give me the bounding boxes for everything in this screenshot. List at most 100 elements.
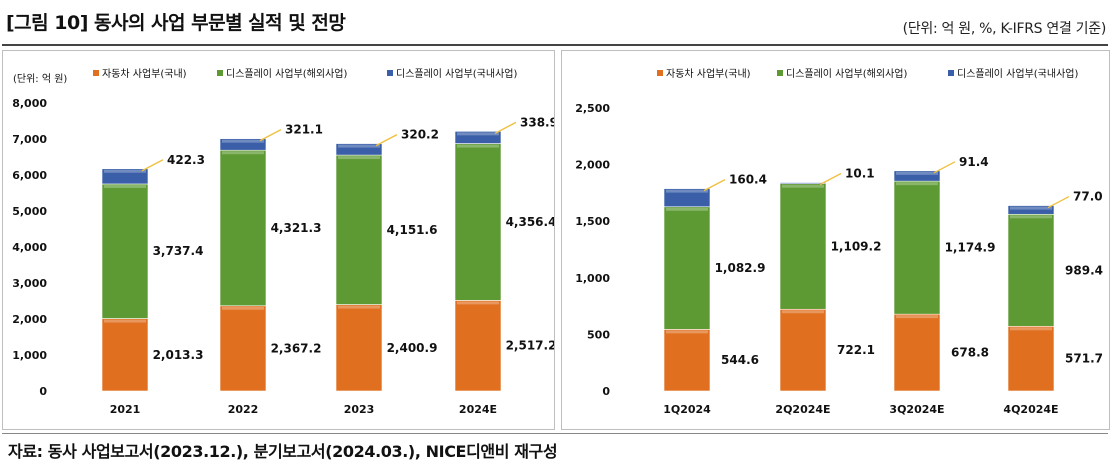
legend-label-0: 자동차 사업부(국내) <box>666 67 751 80</box>
bar-segment-1 <box>219 149 267 307</box>
data-label-top: 10.1 <box>845 167 875 181</box>
bar-segment-0 <box>454 300 502 392</box>
unit-note: (단위: 억 원, %, K-IFRS 연결 기준) <box>902 21 1107 37</box>
bar-highlight <box>222 151 264 155</box>
data-label: 2,517.2 <box>506 339 554 353</box>
bar-highlight <box>457 144 499 148</box>
bar-segment-2 <box>101 168 149 185</box>
leader-line <box>141 159 164 172</box>
bar-highlight <box>896 315 938 319</box>
footer-divider <box>2 433 1108 434</box>
bar-segment-2 <box>219 138 267 151</box>
legend-swatch-2 <box>948 70 954 76</box>
unit-label: (단위: 억 원) <box>13 72 67 85</box>
y-tick-label: 7,000 <box>12 133 47 146</box>
data-label-top: 321.1 <box>285 123 323 137</box>
legend-label-1: 디스플레이 사업부(해외사업) <box>226 67 347 80</box>
bar-segment-0 <box>779 308 827 392</box>
bar-segment-0 <box>219 305 267 392</box>
bar-highlight <box>338 305 380 309</box>
bar-segment-1 <box>1007 213 1055 327</box>
data-label: 1,109.2 <box>831 239 882 253</box>
legend-swatch-0 <box>657 70 663 76</box>
bar-highlight <box>666 330 708 334</box>
data-label: 4,321.3 <box>271 221 322 235</box>
y-tick-label: 1,500 <box>575 215 610 228</box>
title-divider <box>2 44 1108 46</box>
y-tick-label: 6,000 <box>12 169 47 182</box>
bar-segment-0 <box>663 329 711 392</box>
bar-segment-1 <box>335 154 383 305</box>
bar-segment-1 <box>893 180 941 315</box>
bar-segment-2 <box>454 131 502 144</box>
bar-segment-1 <box>101 183 149 319</box>
y-tick-label: 4,000 <box>12 241 47 254</box>
legend-swatch-0 <box>93 70 99 76</box>
x-tick-label: 2023 <box>344 403 375 416</box>
data-label: 2,400.9 <box>387 341 438 355</box>
bar-highlight <box>896 182 938 186</box>
data-label: 544.6 <box>721 353 759 367</box>
data-label-top: 160.4 <box>729 173 767 187</box>
data-label: 2,367.2 <box>271 341 322 355</box>
bar-highlight <box>104 169 146 173</box>
bar-segment-0 <box>335 304 383 392</box>
leader-line <box>819 172 842 186</box>
data-label-top: 422.3 <box>167 153 205 167</box>
x-tick-label: 2Q2024E <box>775 403 830 416</box>
bar-segment-1 <box>779 183 827 310</box>
bar-highlight <box>104 319 146 323</box>
leader-line <box>375 133 398 147</box>
data-label: 3,737.4 <box>153 244 204 258</box>
legend-swatch-1 <box>217 70 223 76</box>
legend-swatch-2 <box>387 70 393 76</box>
data-label: 2,013.3 <box>153 348 204 362</box>
bar-highlight <box>666 189 708 193</box>
leader-line <box>703 178 726 192</box>
bar-highlight <box>1010 327 1052 331</box>
x-tick-label: 4Q2024E <box>1003 403 1058 416</box>
y-tick-label: 1,000 <box>12 349 47 362</box>
bar-segment-2 <box>1007 205 1055 215</box>
leader-line <box>933 161 956 174</box>
bar-highlight <box>222 139 264 143</box>
y-tick-label: 0 <box>39 385 47 398</box>
y-tick-label: 3,000 <box>12 277 47 290</box>
data-label-top: 77.0 <box>1073 190 1103 204</box>
source-note: 자료: 동사 사업보고서(2023.12.), 분기보고서(2024.03.),… <box>8 442 558 461</box>
data-label: 4,151.6 <box>387 223 438 237</box>
bar-segment-2 <box>335 143 383 156</box>
legend-label-0: 자동차 사업부(국내) <box>102 67 187 80</box>
bar-segment-1 <box>663 206 711 330</box>
data-label: 722.1 <box>837 343 875 357</box>
bar-highlight <box>782 184 824 188</box>
legend-label-1: 디스플레이 사업부(해외사업) <box>786 67 907 80</box>
y-tick-label: 5,000 <box>12 205 47 218</box>
bar-highlight <box>1010 206 1052 210</box>
chart-panel-annual: (단위: 억 원) 자동차 사업부(국내) 디스플레이 사업부(해외사업) 디스플레이… <box>2 50 555 430</box>
data-label: 4,356.4 <box>506 215 554 229</box>
bar-segment-2 <box>663 188 711 208</box>
y-tick-label: 0 <box>602 385 610 398</box>
bar-segment-2 <box>779 182 827 184</box>
bar-highlight <box>666 207 708 211</box>
page-title: [그림 10] 동사의 사업 부문별 실적 및 전망 <box>6 12 346 34</box>
bar-highlight <box>338 144 380 148</box>
x-tick-label: 1Q2024 <box>663 403 711 416</box>
bar-highlight <box>782 310 824 314</box>
bar-segment-0 <box>1007 325 1055 392</box>
data-label-top: 320.2 <box>401 128 439 142</box>
data-label: 1,174.9 <box>945 241 996 255</box>
bar-segment-0 <box>893 313 941 392</box>
quarterly-stacked-bar-chart: 자동차 사업부(국내) 디스플레이 사업부(해외사업) 디스플레이 사업부(국내사업… <box>575 67 1103 416</box>
bar-highlight <box>457 301 499 305</box>
leader-line <box>259 129 282 142</box>
bar-highlight <box>338 156 380 160</box>
x-tick-label: 2021 <box>110 403 141 416</box>
data-label-top: 91.4 <box>959 155 989 169</box>
y-tick-label: 2,500 <box>575 102 610 115</box>
legend-swatch-1 <box>777 70 783 76</box>
data-label: 1,082.9 <box>715 261 766 275</box>
y-tick-label: 2,000 <box>12 313 47 326</box>
legend-label-2: 디스플레이 사업부(국내사업) <box>957 67 1078 80</box>
